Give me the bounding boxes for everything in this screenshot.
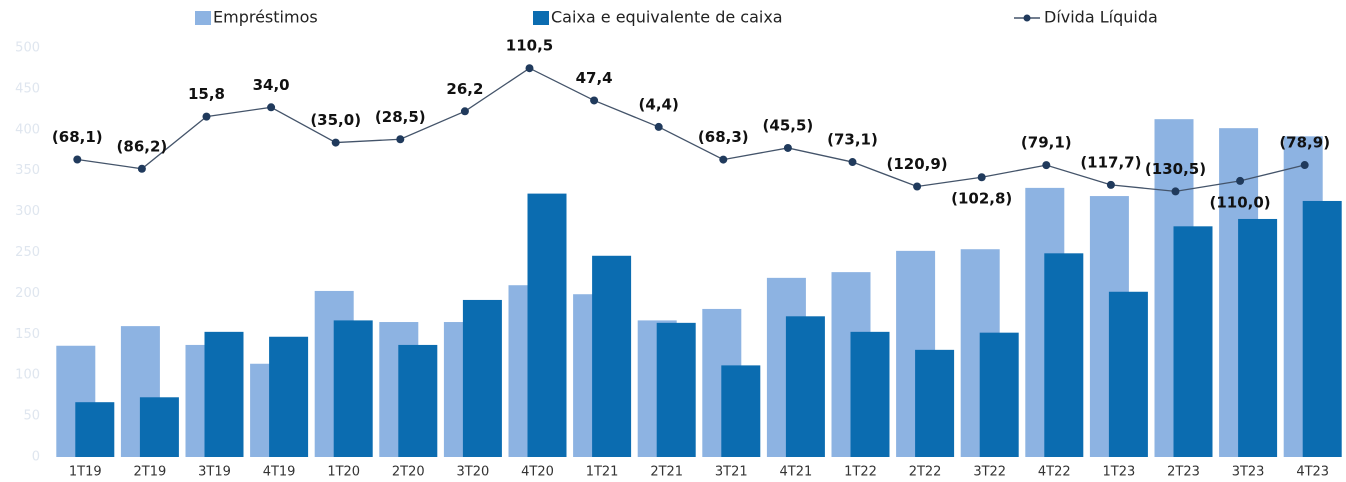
data-label: (130,5) [1145,160,1206,178]
legend-swatch [533,11,549,25]
bar [139,397,179,457]
bar [333,320,373,457]
line-marker [396,135,405,144]
x-tick-label: 2T21 [650,465,683,480]
bar [1238,218,1278,457]
bar [979,332,1019,457]
x-tick-label: 1T19 [69,465,102,480]
data-label: (68,1) [52,128,103,146]
x-tick-label: 4T22 [1038,465,1071,480]
x-tick-label: 3T20 [457,465,490,480]
bar [1302,200,1342,457]
line-marker [73,155,82,164]
data-label: 15,8 [188,85,225,103]
data-label: 47,4 [576,69,613,87]
x-tick-label: 4T21 [780,465,813,480]
y-tick-label: 100 [15,368,40,383]
y-tick-label: 50 [23,409,40,424]
bar [75,402,115,457]
x-tick-label: 4T20 [521,465,554,480]
bar [785,316,825,457]
line-marker [525,64,534,73]
line-marker [654,122,663,131]
line-marker [137,164,146,173]
line-marker [267,103,276,112]
data-label: (102,8) [951,190,1012,208]
x-tick-label: 3T19 [198,465,231,480]
line-marker [1300,161,1309,170]
bar [269,336,309,457]
bar [462,299,502,457]
data-label: (45,5) [763,116,814,134]
x-tick-label: 2T23 [1167,465,1200,480]
x-tick-label: 3T21 [715,465,748,480]
y-tick-label: 400 [15,122,40,137]
x-tick-label: 2T22 [909,465,942,480]
legend-marker [1023,14,1031,22]
y-tick-label: 200 [15,286,40,301]
y-tick-label: 500 [15,41,40,56]
data-label: (28,5) [375,108,426,126]
data-label: (68,3) [698,128,749,146]
legend-label: Caixa e equivalente de caixa [551,8,783,27]
x-tick-label: 2T19 [134,465,167,480]
x-tick-label: 3T23 [1232,465,1265,480]
data-label: 110,5 [506,37,553,55]
line-marker [460,107,469,116]
data-label: (86,2) [117,137,168,155]
legend-label: Empréstimos [213,8,318,27]
line-marker [719,155,728,164]
bar [1108,291,1148,457]
line-marker [1236,176,1245,185]
data-label: (117,7) [1080,153,1141,171]
data-label: (110,0) [1210,193,1271,211]
line-marker [848,158,857,167]
line-marker [1042,161,1051,170]
y-tick-label: 150 [15,327,40,342]
y-tick-label: 250 [15,245,40,260]
data-label: (78,9) [1279,134,1330,152]
line-marker [913,182,922,191]
x-tick-label: 4T19 [263,465,296,480]
line-marker [783,143,792,152]
legend-label: Dívida Líquida [1044,8,1158,27]
data-label: (73,1) [827,131,878,149]
x-tick-label: 1T20 [327,465,360,480]
data-label: 34,0 [253,76,290,94]
y-tick-label: 450 [15,81,40,96]
x-tick-label: 1T23 [1103,465,1136,480]
line-marker [977,173,986,182]
x-tick-label: 4T23 [1296,465,1329,480]
line-marker [1106,180,1115,189]
x-tick-label: 2T20 [392,465,425,480]
line [77,67,1305,193]
x-tick-label: 1T22 [844,465,877,480]
line-marker [202,112,211,121]
data-label: (120,9) [887,155,948,173]
bar [204,331,244,457]
bar [592,255,632,457]
y-tick-label: 300 [15,204,40,219]
bar [915,349,955,457]
legend-swatch [195,11,211,25]
line-marker [1171,187,1180,196]
data-label: (4,4) [639,95,679,113]
bar [850,331,890,457]
bar [398,344,438,457]
y-tick-label: 350 [15,163,40,178]
x-tick-label: 3T22 [973,465,1006,480]
line-marker [331,138,340,147]
x-tick-label: 1T21 [586,465,619,480]
bar [721,365,761,457]
bar [1173,226,1213,457]
data-label: (35,0) [310,111,361,129]
bar [1044,253,1084,457]
data-label: (79,1) [1021,134,1072,152]
bar [527,193,567,457]
data-label: 26,2 [446,80,483,98]
bar [656,322,696,457]
y-tick-label: 0 [32,450,40,465]
line-marker [590,96,599,105]
